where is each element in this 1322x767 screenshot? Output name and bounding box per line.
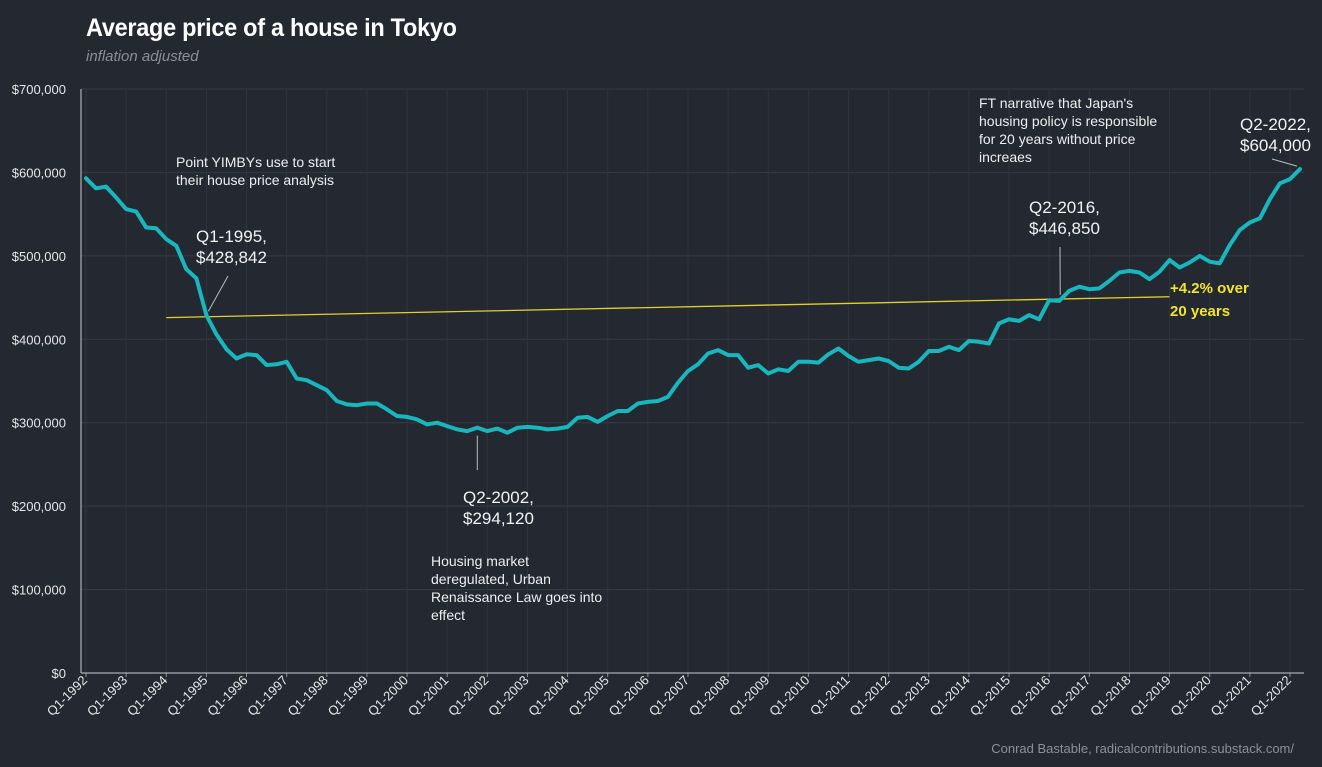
y-tick-label: $400,000	[12, 332, 66, 347]
note-ft-line4: increaes	[979, 149, 1032, 165]
annotation-q2-2002: Q2-2002, $294,120	[463, 487, 534, 529]
y-tick-label: $300,000	[12, 416, 66, 431]
x-tick-label: Q1-2010	[766, 673, 812, 719]
y-tick-label: $100,000	[12, 583, 66, 598]
x-tick-label: Q1-2007	[646, 673, 692, 719]
note-yimby: Point YIMBYs use to start their house pr…	[176, 153, 335, 189]
annotation-q1-1995-line2: $428,842	[196, 248, 267, 267]
y-tick-label: $700,000	[12, 82, 66, 97]
note-ft-narrative: FT narrative that Japan's housing policy…	[979, 94, 1157, 166]
x-tick-label: Q1-2011	[807, 673, 853, 719]
x-tick-label: Q1-2015	[967, 673, 1013, 719]
price-line	[84, 167, 1302, 435]
x-tick-label: Q1-2021	[1208, 673, 1254, 719]
x-tick-label: Q1-2003	[485, 673, 531, 719]
note-deregulation-line4: effect	[431, 607, 465, 623]
x-tick-label: Q1-2022	[1248, 673, 1294, 719]
x-tick-label: Q1-1999	[325, 673, 371, 719]
annotation-q2-2016-line2: $446,850	[1029, 219, 1100, 238]
x-tick-label: Q1-2006	[606, 673, 652, 719]
x-tick-label: Q1-2002	[445, 673, 491, 719]
x-tick-label: Q1-2009	[726, 673, 772, 719]
annotation-q2-2022-line1: Q2-2022,	[1240, 115, 1311, 134]
note-ft-line3: for 20 years without price	[979, 131, 1136, 147]
annotation-q2-2002-line2: $294,120	[463, 509, 534, 528]
note-yimby-line1: Point YIMBYs use to start	[176, 154, 336, 170]
annotation-q1-1995: Q1-1995, $428,842	[196, 226, 267, 268]
source-credit: Conrad Bastable, radicalcontributions.su…	[991, 741, 1294, 756]
chart-title: Average price of a house in Tokyo	[86, 14, 457, 42]
axes	[80, 89, 1304, 677]
leader-q1-1995	[207, 275, 229, 312]
note-ft-line1: FT narrative that Japan's	[979, 95, 1134, 111]
leader-q2-2022	[1271, 158, 1298, 167]
trend-label-line2: 20 years	[1170, 303, 1231, 320]
x-tick-label: Q1-1995	[164, 673, 210, 719]
annotation-q1-1995-line1: Q1-1995,	[196, 227, 267, 246]
x-tick-label: Q1-2000	[365, 673, 411, 719]
x-tick-label: Q1-2013	[887, 673, 933, 719]
x-tick-label: Q1-1997	[244, 673, 290, 719]
trend-label-line1: +4.2% over	[1170, 280, 1249, 297]
x-tick-label: Q1-2004	[525, 673, 571, 719]
note-ft-line2: housing policy is responsible	[979, 113, 1158, 129]
annotation-leader-lines	[207, 158, 1298, 470]
y-axis-tick-labels: $0 $100,000 $200,000 $300,000 $400,000 $500,0…	[12, 82, 66, 681]
annotation-q2-2002-line1: Q2-2002,	[463, 488, 534, 507]
x-tick-label: Q1-2012	[846, 673, 892, 719]
x-tick-label: Q1-1996	[204, 673, 250, 719]
note-deregulation-line2: deregulated, Urban	[431, 571, 551, 587]
x-axis-tick-labels: Q1-1992Q1-1993Q1-1994Q1-1995Q1-1996Q1-19…	[44, 673, 1294, 719]
note-deregulation-line1: Housing market	[431, 553, 530, 569]
annotation-q2-2016: Q2-2016, $446,850	[1029, 197, 1100, 239]
price-series	[84, 167, 1302, 435]
trend-line-group	[166, 296, 1170, 319]
annotation-q2-2016-line1: Q2-2016,	[1029, 198, 1100, 217]
x-tick-label: Q1-2008	[686, 673, 732, 719]
trend-label: +4.2% over 20 years	[1170, 277, 1249, 323]
x-tick-label: Q1-1994	[124, 673, 170, 719]
trend-line	[166, 296, 1170, 319]
x-tick-label: Q1-2005	[565, 673, 611, 719]
note-deregulation: Housing market deregulated, Urban Renais…	[431, 552, 602, 624]
note-yimby-line2: their house price analysis	[176, 172, 334, 188]
x-tick-label: Q1-2019	[1127, 673, 1173, 719]
x-tick-label: Q1-1998	[285, 673, 331, 719]
gridlines	[81, 88, 1304, 673]
chart-subtitle: inflation adjusted	[86, 48, 199, 65]
annotation-q2-2022-line2: $604,000	[1240, 136, 1311, 155]
x-tick-label: Q1-2014	[927, 673, 973, 719]
x-tick-label: Q1-1993	[84, 673, 130, 719]
y-tick-label: $200,000	[12, 499, 66, 514]
x-tick-label: Q1-2017	[1047, 673, 1093, 719]
y-tick-label: $600,000	[12, 165, 66, 180]
x-tick-label: Q1-2020	[1167, 673, 1213, 719]
y-tick-label: $0	[52, 666, 66, 681]
annotation-q2-2022: Q2-2022, $604,000	[1240, 114, 1311, 156]
x-tick-label: Q1-2001	[405, 673, 451, 719]
x-tick-label: Q1-2016	[1007, 673, 1053, 719]
note-deregulation-line3: Renaissance Law goes into	[431, 589, 603, 605]
y-tick-label: $500,000	[12, 249, 66, 264]
x-tick-label: Q1-2018	[1087, 673, 1133, 719]
